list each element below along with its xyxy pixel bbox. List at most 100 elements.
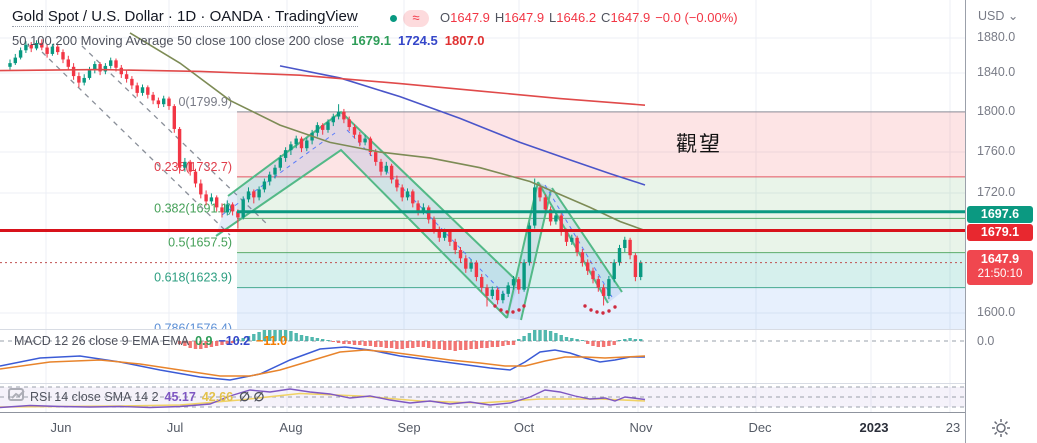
macd-histogram-bar: [305, 336, 309, 341]
candle-body: [140, 87, 145, 93]
close-label: C: [601, 10, 611, 25]
macd-histogram-bar: [442, 341, 447, 350]
macd-histogram-bar: [321, 339, 325, 341]
candle-body: [151, 94, 155, 101]
rsi-line: [0, 388, 646, 409]
candle-body: [358, 134, 362, 143]
macd-histogram-bar: [405, 341, 410, 348]
macd-histogram-bar: [564, 337, 569, 341]
price-axis-tick: 1800.0: [977, 104, 1016, 118]
candle-body: [352, 127, 357, 135]
macd-histogram-bar: [236, 339, 240, 341]
candle-body: [156, 100, 161, 105]
macd-histogram-bar: [601, 341, 606, 347]
macd-histogram-bar: [607, 341, 611, 346]
price-level-badge-red: 1679.1: [967, 224, 1033, 241]
macd-histogram-bar: [437, 341, 441, 349]
candle-body: [533, 187, 537, 226]
macd-histogram-bar: [511, 341, 516, 345]
rsi-legend-text: RSI 14 close SMA 14 2: [30, 390, 159, 404]
macd-signal-line: [0, 349, 646, 377]
candle-body: [162, 98, 166, 105]
candle-body: [421, 207, 426, 212]
price-axis[interactable]: USD ⌄ 1697.6 1679.1 1647.9 21:50:10 1880…: [966, 0, 1037, 443]
symbol-title[interactable]: Gold Spot / U.S. Dollar · 1D · OANDA · T…: [12, 8, 358, 27]
candle-body: [331, 116, 335, 123]
macd-histogram-bar: [326, 340, 330, 341]
macd-histogram-bar: [448, 341, 452, 350]
fib-zone: [237, 252, 965, 288]
macd-histogram-bar: [347, 341, 351, 344]
price-axis-tick: 1880.0: [977, 30, 1016, 44]
candle-body: [299, 138, 304, 149]
candle-body: [395, 179, 399, 188]
trendline-dashed: [81, 45, 269, 226]
macd-histogram-bar: [358, 341, 362, 345]
macd-histogram-bar: [183, 341, 187, 346]
macd-histogram-bar: [480, 341, 484, 348]
macd-histogram-bar: [432, 341, 436, 349]
macd-histogram-bar: [177, 341, 182, 344]
candle-body: [8, 63, 12, 67]
macd-histogram-bar: [374, 341, 378, 347]
candle-body: [135, 85, 139, 93]
macd-legend[interactable]: MACD 12 26 close 9 EMA EMA 0.9 −10.2 −11.0: [14, 334, 287, 348]
macd-histogram-bar: [575, 339, 579, 341]
macd-histogram-bar: [485, 341, 489, 348]
pane-separator-price-macd[interactable]: [0, 329, 1037, 330]
candle-body: [623, 239, 627, 249]
candle-body: [34, 42, 39, 49]
currency-selector[interactable]: USD ⌄: [978, 9, 1019, 23]
candle-body: [586, 262, 590, 271]
brush-dot: [517, 308, 521, 312]
macd-histogram-bar: [474, 341, 479, 349]
indicator-value: 0.9: [195, 334, 213, 348]
trend-channel-line: [537, 181, 609, 304]
candle-body: [236, 211, 240, 218]
macd-histogram-bar: [522, 336, 526, 341]
candle-body: [342, 111, 346, 120]
macd-histogram-bar: [490, 341, 494, 347]
axis-settings-cell[interactable]: [966, 413, 1037, 443]
candle-body: [564, 231, 569, 242]
tradingview-logo-icon: [7, 385, 29, 412]
price-axis-tick: 1760.0: [977, 144, 1016, 158]
last-price-value: 1647.9: [980, 252, 1020, 266]
macd-histogram-bar: [633, 339, 638, 341]
candle-body: [617, 248, 622, 263]
time-axis[interactable]: Jun Jul Aug Sep Oct Nov Dec 2023 23: [0, 413, 965, 443]
fib-level-label: 0(1799.9): [178, 95, 232, 109]
text-drawing-annotation[interactable]: 觀望: [676, 133, 722, 156]
macd-histogram-bar: [310, 337, 314, 341]
candle-body: [543, 197, 547, 210]
macd-histogram-bar: [289, 331, 293, 341]
candle-body: [50, 46, 55, 54]
macd-histogram-bar: [389, 341, 394, 348]
time-axis-label: Nov: [629, 420, 653, 435]
candle-body: [495, 289, 500, 301]
candle-body: [363, 138, 367, 143]
candle-body: [554, 215, 558, 222]
ma-legend[interactable]: 50,100,200 Moving Average 50 close 100 c…: [12, 33, 485, 48]
macd-histogram-bar: [230, 341, 235, 343]
candle-body: [177, 128, 182, 168]
candle-body: [119, 67, 123, 75]
rsi-pane: [0, 386, 965, 409]
brush-dot: [607, 309, 611, 313]
rsi-legend[interactable]: RSI 14 close SMA 14 2 45.17 42.66 ∅ ∅: [30, 389, 264, 404]
candle-body: [601, 287, 606, 296]
macd-histogram-bar: [596, 341, 600, 347]
candle-body: [326, 122, 330, 130]
candle-body: [633, 255, 638, 278]
candle-body: [103, 65, 108, 72]
candle-body: [591, 270, 595, 280]
candle-body: [612, 262, 616, 280]
candle-body: [506, 285, 510, 294]
pane-separator-macd-rsi[interactable]: [0, 383, 1037, 384]
sun-settings-icon[interactable]: [991, 418, 1011, 438]
macd-histogram-bar: [379, 341, 383, 347]
macd-histogram-bar: [352, 341, 357, 345]
indicator-value: −10.2: [218, 334, 251, 348]
macd-histogram-bar: [193, 341, 198, 349]
